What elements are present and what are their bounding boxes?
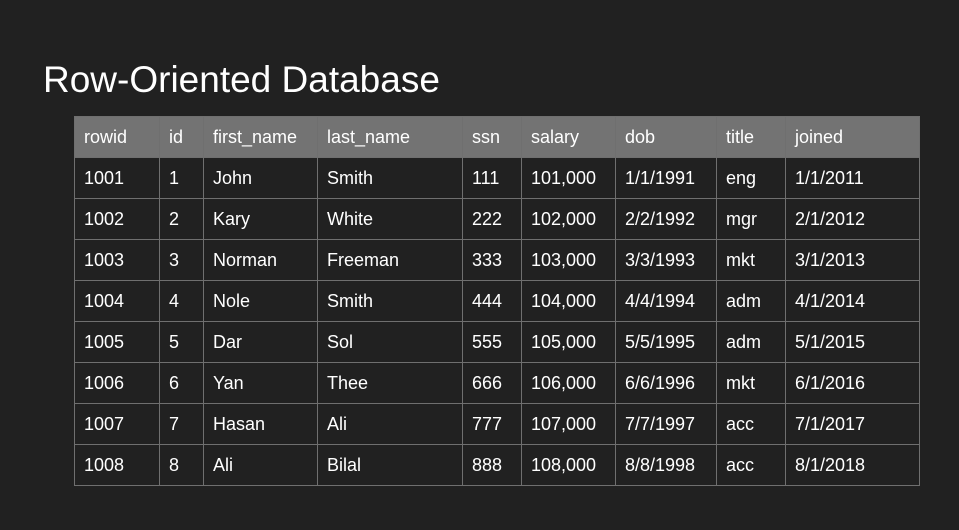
table-cell: 7/7/1997 (615, 403, 717, 445)
table-cell: 444 (462, 280, 522, 322)
table-cell: 222 (462, 198, 522, 240)
table-row: 1005 5 Dar Sol 555 105,000 5/5/1995 adm … (74, 321, 920, 363)
table-cell: Bilal (317, 444, 463, 486)
table-cell: 555 (462, 321, 522, 363)
table-cell: 1006 (74, 362, 160, 404)
table-cell: Kary (203, 198, 318, 240)
database-table: rowid id first_name last_name ssn salary… (74, 116, 920, 486)
table-cell: 1007 (74, 403, 160, 445)
table-cell: Dar (203, 321, 318, 363)
table-row: 1008 8 Ali Bilal 888 108,000 8/8/1998 ac… (74, 444, 920, 486)
slide-title: Row-Oriented Database (43, 59, 440, 100)
table-cell: 111 (462, 157, 522, 199)
table-cell: 7 (159, 403, 204, 445)
table-row: 1007 7 Hasan Ali 777 107,000 7/7/1997 ac… (74, 403, 920, 445)
table-cell: adm (716, 280, 786, 322)
table-cell: 333 (462, 239, 522, 281)
table-cell: Smith (317, 157, 463, 199)
table-cell: 2/1/2012 (785, 198, 920, 240)
table-cell: Sol (317, 321, 463, 363)
table-cell: Nole (203, 280, 318, 322)
table-row: 1003 3 Norman Freeman 333 103,000 3/3/19… (74, 239, 920, 281)
table-cell: 2 (159, 198, 204, 240)
table-cell: 1003 (74, 239, 160, 281)
table-cell: Smith (317, 280, 463, 322)
table-cell: 1004 (74, 280, 160, 322)
table-cell: 6 (159, 362, 204, 404)
table-cell: 5 (159, 321, 204, 363)
table-header-row: rowid id first_name last_name ssn salary… (74, 116, 920, 158)
table-cell: 8 (159, 444, 204, 486)
table-cell: Hasan (203, 403, 318, 445)
table-cell: 1002 (74, 198, 160, 240)
table-cell: 108,000 (521, 444, 616, 486)
table-cell: 107,000 (521, 403, 616, 445)
table-row: 1002 2 Kary White 222 102,000 2/2/1992 m… (74, 198, 920, 240)
table-cell: 1001 (74, 157, 160, 199)
column-header-last-name: last_name (317, 116, 463, 158)
column-header-id: id (159, 116, 204, 158)
column-header-rowid: rowid (74, 116, 160, 158)
table-cell: 6/6/1996 (615, 362, 717, 404)
column-header-title: title (716, 116, 786, 158)
table-cell: 666 (462, 362, 522, 404)
table-cell: Norman (203, 239, 318, 281)
table-cell: Ali (203, 444, 318, 486)
table-cell: Yan (203, 362, 318, 404)
table-cell: Freeman (317, 239, 463, 281)
table-cell: 4 (159, 280, 204, 322)
table-cell: 103,000 (521, 239, 616, 281)
table-row: 1001 1 John Smith 111 101,000 1/1/1991 e… (74, 157, 920, 199)
table-body: 1001 1 John Smith 111 101,000 1/1/1991 e… (74, 157, 920, 486)
table-cell: 3 (159, 239, 204, 281)
table-cell: mgr (716, 198, 786, 240)
table-cell: 1/1/1991 (615, 157, 717, 199)
column-header-salary: salary (521, 116, 616, 158)
table-cell: 101,000 (521, 157, 616, 199)
table-row: 1004 4 Nole Smith 444 104,000 4/4/1994 a… (74, 280, 920, 322)
table-cell: White (317, 198, 463, 240)
table-cell: 4/4/1994 (615, 280, 717, 322)
table-cell: eng (716, 157, 786, 199)
column-header-joined: joined (785, 116, 920, 158)
table-cell: John (203, 157, 318, 199)
table-cell: mkt (716, 239, 786, 281)
table-cell: 8/1/2018 (785, 444, 920, 486)
table-cell: 1008 (74, 444, 160, 486)
table-cell: 777 (462, 403, 522, 445)
column-header-first-name: first_name (203, 116, 318, 158)
table-cell: 3/3/1993 (615, 239, 717, 281)
table-cell: Ali (317, 403, 463, 445)
table-cell: 1 (159, 157, 204, 199)
table-cell: 5/1/2015 (785, 321, 920, 363)
table-cell: 1005 (74, 321, 160, 363)
table-cell: 106,000 (521, 362, 616, 404)
table-row: 1006 6 Yan Thee 666 106,000 6/6/1996 mkt… (74, 362, 920, 404)
table-cell: adm (716, 321, 786, 363)
column-header-dob: dob (615, 116, 717, 158)
table-cell: 5/5/1995 (615, 321, 717, 363)
table-cell: 888 (462, 444, 522, 486)
table-cell: acc (716, 403, 786, 445)
table-cell: 104,000 (521, 280, 616, 322)
table-cell: Thee (317, 362, 463, 404)
table-cell: mkt (716, 362, 786, 404)
table-cell: 8/8/1998 (615, 444, 717, 486)
table-cell: 3/1/2013 (785, 239, 920, 281)
table-cell: 7/1/2017 (785, 403, 920, 445)
table-cell: 2/2/1992 (615, 198, 717, 240)
table-cell: 6/1/2016 (785, 362, 920, 404)
column-header-ssn: ssn (462, 116, 522, 158)
table-cell: 1/1/2011 (785, 157, 920, 199)
table-cell: 4/1/2014 (785, 280, 920, 322)
table-cell: 102,000 (521, 198, 616, 240)
table-cell: acc (716, 444, 786, 486)
table-cell: 105,000 (521, 321, 616, 363)
